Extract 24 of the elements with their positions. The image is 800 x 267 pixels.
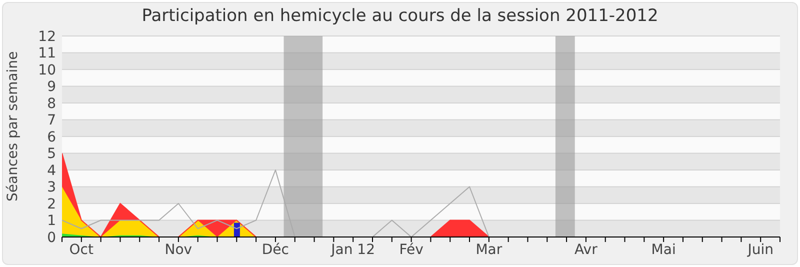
y-tick-label: 8 [47,96,56,112]
x-tick-label: Nov [164,242,192,258]
x-tick-label: Fév [399,242,424,258]
x-tick-label: Jan 12 [330,242,376,258]
y-tick-label: 11 [38,46,56,62]
x-tick-label: Avr [574,242,598,258]
x-tick-label: Mar [476,242,502,258]
y-tick-label: 6 [47,129,56,146]
y-tick-label: 2 [47,196,56,212]
x-tick-label: Mai [651,242,676,258]
chart-title: Participation en hemicycle au cours de la session 2011-2012 [140,6,660,26]
y-tick-label: 1 [47,213,56,230]
x-tick-label: Déc [262,242,290,258]
y-tick-label: 9 [47,79,56,96]
x-tick-label: Juin [746,242,774,258]
y-tick-label: 5 [47,146,56,162]
y-tick-label: 12 [38,28,56,45]
x-tick-label: Oct [69,242,94,258]
y-tick-label: 10 [38,62,56,78]
y-tick-label: 7 [47,112,56,129]
y-axis-title: Séances par semaine [4,51,21,202]
y-tick-label: 0 [47,230,56,246]
y-tick-label: 3 [47,180,56,196]
y-tick-label: 4 [47,162,56,179]
